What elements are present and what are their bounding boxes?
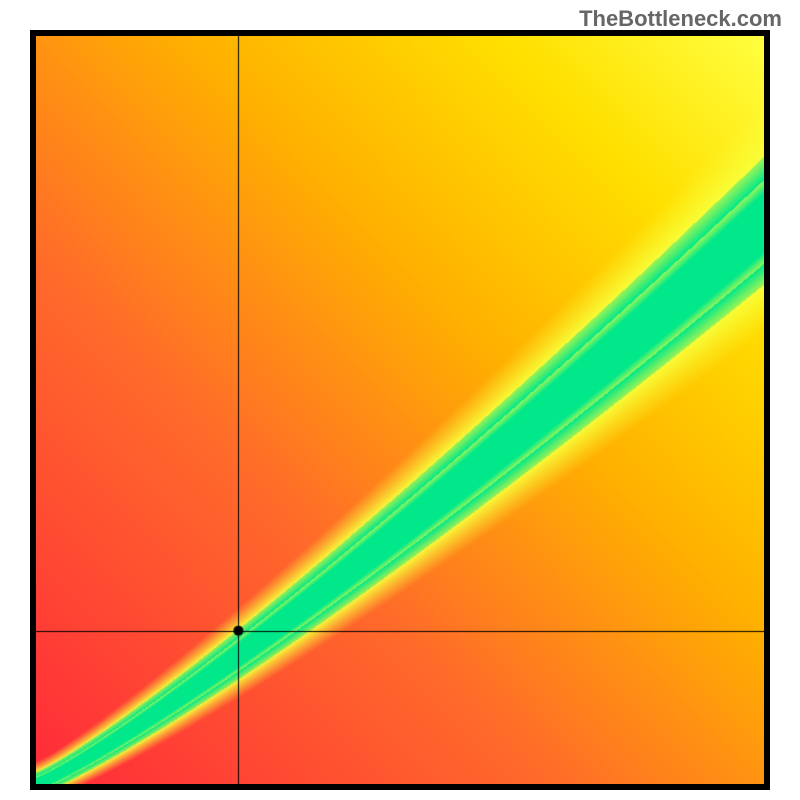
bottleneck-heatmap: [36, 36, 764, 784]
plot-frame: [30, 30, 770, 790]
watermark-label: TheBottleneck.com: [579, 6, 782, 32]
